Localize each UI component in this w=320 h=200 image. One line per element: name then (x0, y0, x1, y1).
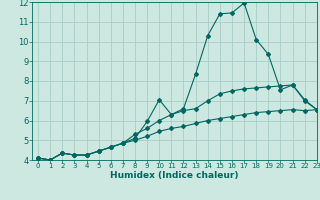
X-axis label: Humidex (Indice chaleur): Humidex (Indice chaleur) (110, 171, 239, 180)
